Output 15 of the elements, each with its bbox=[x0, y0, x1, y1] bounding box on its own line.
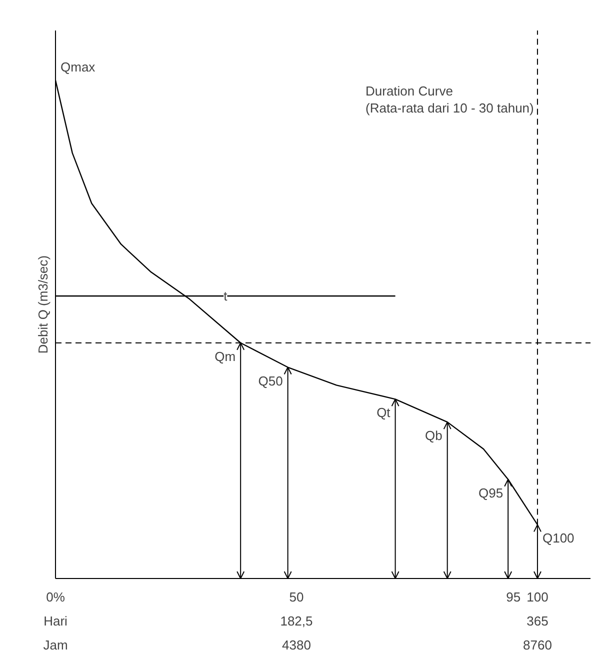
x-tick-label: 50 182,5 4380 bbox=[280, 590, 313, 652]
x-tick-label: 95 bbox=[506, 590, 521, 604]
annotation: (Rata-rata dari 10 - 30 tahun) bbox=[366, 100, 534, 116]
annotation: Q100 bbox=[542, 530, 574, 546]
annotation: Qm bbox=[214, 348, 236, 364]
annotation: Qt bbox=[376, 405, 391, 420]
y-axis-title: Debit Q (m3/sec) bbox=[36, 255, 50, 354]
annotation: t bbox=[224, 288, 228, 304]
annotation: Q50 bbox=[258, 373, 283, 388]
annotation: Q95 bbox=[478, 485, 504, 500]
annotation: Qb bbox=[425, 428, 442, 444]
annotation: Qmax bbox=[60, 59, 96, 74]
x-tick-label: 0% Hari Jam bbox=[43, 590, 68, 652]
x-tick-label: 100 365 8760 bbox=[523, 590, 552, 652]
annotation: Duration Curve bbox=[366, 84, 453, 98]
